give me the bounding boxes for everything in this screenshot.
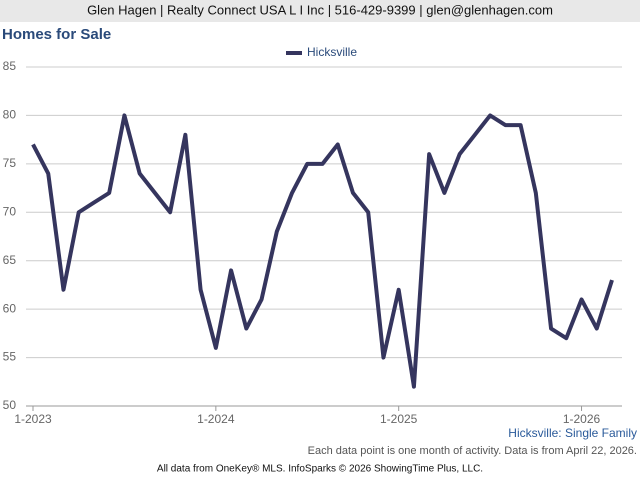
annotation: Each data point is one month of activity… (308, 445, 637, 457)
y-tick-label: 50 (3, 398, 17, 412)
y-tick-label: 80 (3, 108, 17, 122)
x-tick-label: 1-2026 (563, 412, 601, 426)
y-tick-label: 60 (3, 301, 17, 315)
y-tick-label: 85 (3, 59, 17, 73)
chart-title: Homes for Sale (2, 26, 111, 43)
x-tick-label: 1-2025 (380, 412, 418, 426)
footer: All data from OneKey® MLS. InfoSparks © … (157, 464, 483, 475)
annotation: Hicksville: Single Family (508, 426, 637, 440)
legend-label: Hicksville (307, 45, 357, 59)
x-tick-label: 1-2024 (197, 412, 235, 426)
y-tick-label: 65 (3, 253, 17, 267)
y-tick-label: 55 (3, 350, 17, 364)
y-tick-label: 75 (3, 156, 17, 170)
header-bar (0, 0, 640, 22)
series-line (31, 113, 614, 389)
y-tick-label: 70 (3, 204, 17, 218)
x-tick-label: 1-2023 (14, 412, 52, 426)
header: Glen Hagen | Realty Connect USA L I Inc … (87, 2, 553, 17)
